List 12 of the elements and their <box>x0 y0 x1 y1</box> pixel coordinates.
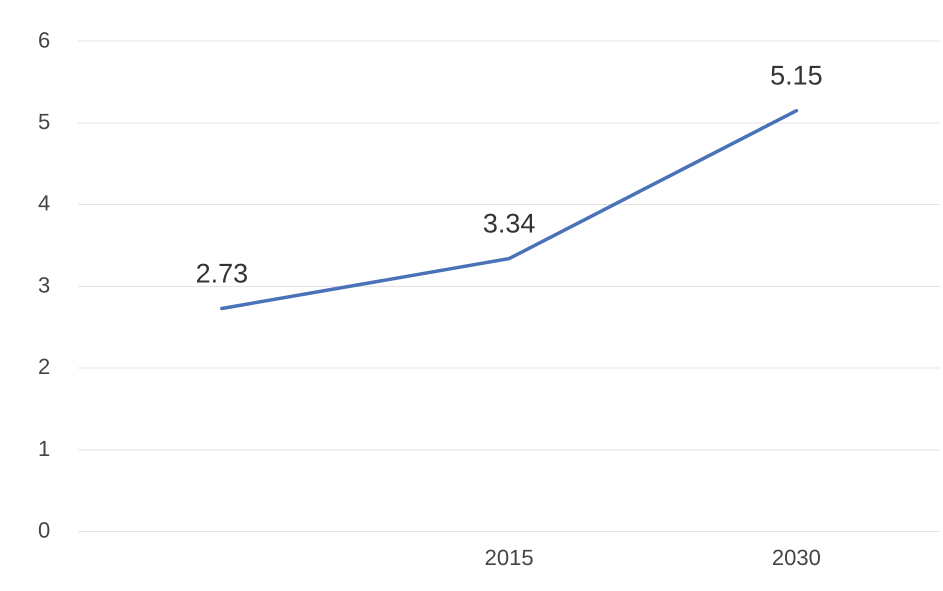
y-tick-label: 6 <box>38 27 50 52</box>
y-tick-label: 4 <box>38 190 50 216</box>
y-tick-label: 3 <box>38 272 50 298</box>
x-tick-label: 2015 <box>484 544 534 570</box>
data-label: 5.15 <box>770 60 823 91</box>
y-tick-label: 0 <box>38 518 50 543</box>
y-tick-label: 1 <box>38 436 50 461</box>
y-tick-label: 2 <box>38 354 50 380</box>
y-tick-label: 5 <box>38 108 50 134</box>
x-tick-label: 2030 <box>772 544 821 570</box>
data-label: 3.34 <box>482 208 536 239</box>
data-label: 2.73 <box>196 258 248 288</box>
